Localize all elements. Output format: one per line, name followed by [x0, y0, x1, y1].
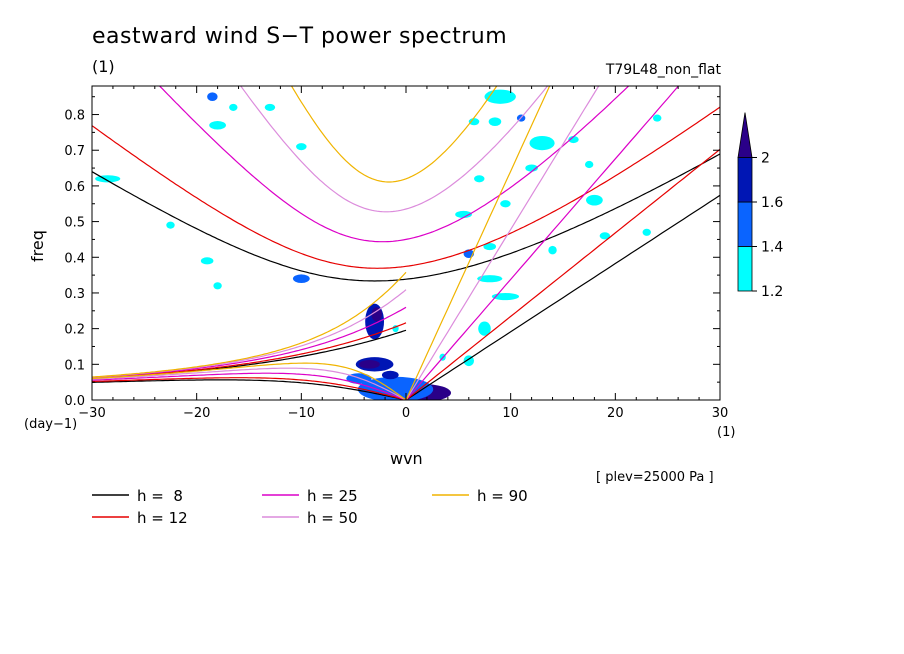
y-tick-label: 0.6	[64, 180, 85, 195]
power-region-25	[474, 175, 485, 183]
pressure-level-note: [ plev=25000 Pa ]	[596, 470, 714, 485]
curve-rossby-h90	[92, 362, 407, 400]
power-region-20	[586, 194, 603, 206]
power-region-30	[296, 143, 307, 151]
experiment-label: T79L48_non_flat	[605, 62, 721, 78]
y-tick-label: 0.7	[64, 144, 85, 159]
power-region-7	[381, 370, 399, 380]
power-region-41	[568, 135, 579, 144]
x-tick-label: 20	[607, 406, 624, 421]
y-tick-label: 0.5	[64, 216, 85, 231]
power-region-32	[200, 257, 214, 265]
power-region-14	[529, 135, 555, 151]
y-tick-label: 0.4	[64, 251, 85, 266]
x-tick-label: 30	[712, 406, 729, 421]
colorbar-segment-0	[737, 246, 753, 292]
x-tick-label: 10	[502, 406, 519, 421]
colorbar-label: 1.2	[761, 284, 783, 300]
power-region-3	[358, 360, 380, 369]
colorbar-label: 1.4	[761, 240, 783, 256]
legend: h = 8 h = 12 h = 25 h = 50 h = 90	[92, 487, 528, 527]
power-region-35	[584, 160, 594, 169]
y-tick-label: 0.0	[64, 394, 85, 409]
power-region-26	[207, 92, 218, 101]
curve-kelvin-h8	[405, 194, 720, 400]
power-region-28	[229, 103, 238, 111]
power-region-23	[455, 210, 472, 219]
power-region-34	[213, 282, 222, 290]
power-regions	[95, 89, 662, 400]
colorbar-label: 2	[761, 151, 770, 167]
chart-subtitle: (1)	[92, 57, 115, 76]
legend-label-h12: h = 12	[137, 509, 188, 527]
curve-rossby-h50	[92, 367, 407, 400]
curve-kelvin-h25	[405, 86, 680, 400]
power-region-29	[264, 103, 276, 111]
curve-mrg-h90	[92, 271, 407, 378]
power-region-37	[642, 228, 651, 236]
power-region-36	[653, 114, 662, 122]
dispersion-curves	[92, 86, 720, 400]
curve-igw-h12	[92, 106, 720, 269]
power-region-22	[548, 245, 557, 255]
power-region-15	[525, 164, 538, 172]
power-region-10	[483, 243, 497, 251]
power-region-18	[468, 118, 480, 126]
power-region-12	[477, 275, 503, 283]
power-region-5	[371, 307, 382, 322]
x-axis-label: wvn	[390, 449, 423, 468]
power-region-27	[209, 120, 226, 130]
x-tick-label: −10	[288, 406, 315, 421]
colorbar-segment-1	[737, 201, 753, 247]
power-region-24	[500, 200, 511, 208]
legend-label-h25: h = 25	[307, 487, 358, 505]
curve-rossby-h8	[92, 379, 407, 400]
colorbar-label: 1.6	[761, 195, 783, 211]
curve-igw-h25	[158, 86, 630, 243]
curve-igw-h50	[240, 86, 549, 213]
curve-rossby-h25	[92, 372, 407, 400]
curve-kelvin-h90	[405, 86, 551, 400]
x-tick-label: −20	[183, 406, 210, 421]
curve-rossby-h12	[92, 377, 407, 400]
colorbar-segment-2	[737, 157, 753, 203]
power-region-13	[491, 292, 520, 301]
chart-title: eastward wind S−T power spectrum	[92, 24, 508, 49]
curve-kelvin-h12	[405, 148, 720, 400]
power-region-21	[599, 232, 611, 240]
x-tick-label: 0	[402, 406, 410, 421]
axes: −30 −20 −10 0 10 20 30 0.0 0.1 0.2 0.3 0.4 0.5 0.6 0.7…	[64, 86, 728, 421]
power-region-16	[488, 117, 502, 126]
y-tick-label: 0.8	[64, 109, 85, 124]
y-axis-unit: (day−1)	[24, 417, 78, 432]
legend-label-h8: h = 8	[137, 487, 183, 505]
y-tick-label: 0.1	[64, 358, 85, 373]
y-tick-label: 0.3	[64, 287, 85, 302]
colorbar: 1.2 1.4 1.6 2	[737, 112, 783, 300]
x-axis-unit: (1)	[717, 425, 736, 440]
x-tick-label: −30	[78, 406, 105, 421]
legend-label-h90: h = 90	[477, 487, 528, 505]
power-region-40	[166, 221, 175, 229]
curve-igw-h90	[290, 86, 498, 183]
y-tick-label: 0.2	[64, 323, 85, 338]
curve-kelvin-h50	[405, 86, 600, 400]
curve-igw-h8	[92, 153, 720, 282]
legend-label-h50: h = 50	[307, 509, 358, 527]
colorbar-extend-arrow	[737, 112, 753, 158]
plot-frame	[91, 85, 721, 401]
power-region-33	[292, 274, 310, 283]
power-region-11	[478, 321, 491, 336]
